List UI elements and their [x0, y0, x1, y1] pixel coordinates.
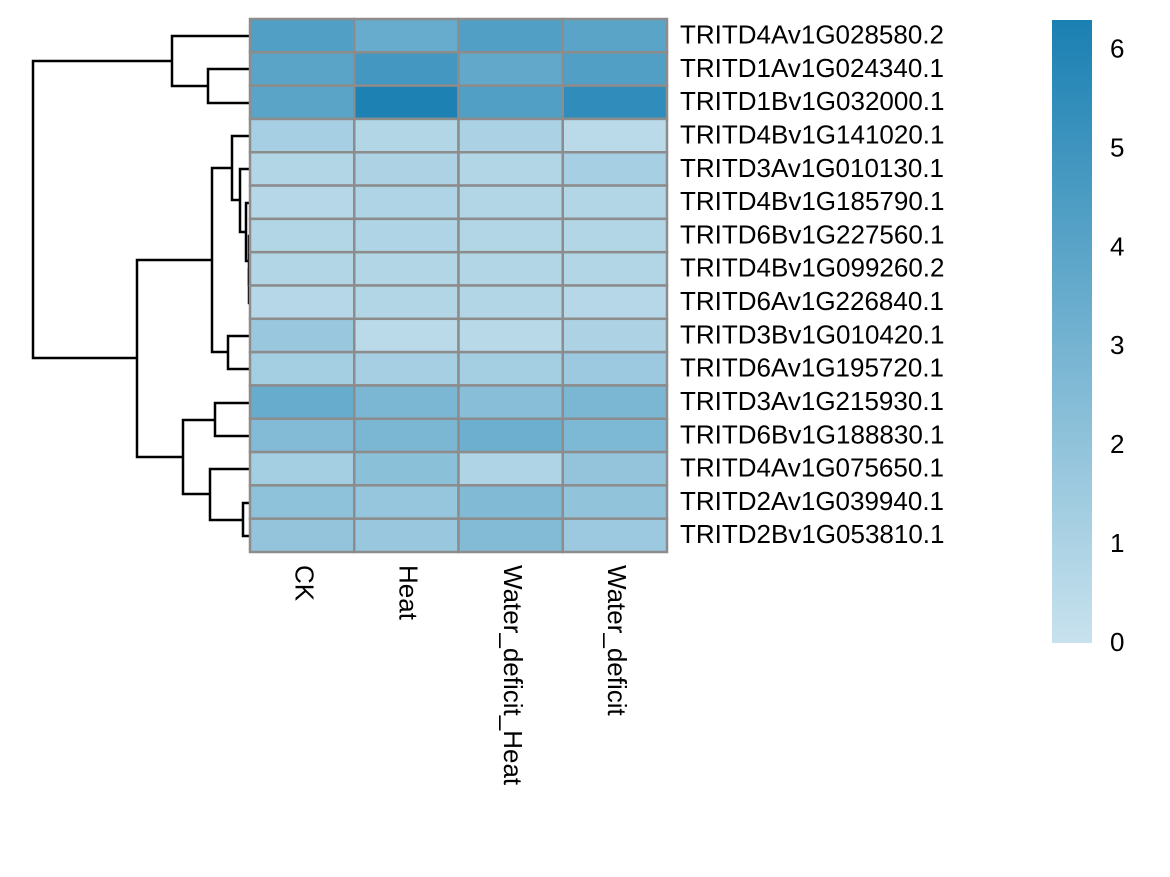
cell	[248, 450, 356, 487]
cell	[561, 217, 669, 254]
row-label: TRITD6Bv1G227560.1	[680, 219, 944, 249]
cell	[353, 284, 460, 321]
colorbar	[1052, 20, 1092, 643]
cell	[457, 184, 564, 221]
cell	[561, 517, 669, 554]
cell	[561, 417, 669, 454]
cell	[457, 117, 564, 154]
cell	[561, 84, 669, 121]
cell	[248, 51, 356, 87]
cell	[457, 84, 564, 121]
row-label: TRITD2Bv1G053810.1	[680, 519, 944, 549]
cell	[353, 417, 460, 454]
colorbar-tick-label: 2	[1110, 429, 1124, 459]
cell	[561, 484, 669, 520]
row-label: TRITD4Av1G075650.1	[680, 453, 944, 483]
column-label: CK	[289, 565, 319, 602]
cell	[248, 317, 356, 354]
cell	[353, 350, 460, 387]
cell	[457, 51, 564, 87]
cell	[353, 51, 460, 87]
cell	[457, 384, 564, 420]
cell	[248, 284, 356, 321]
row-label: TRITD4Av1G028580.2	[680, 20, 944, 50]
cell	[457, 284, 564, 321]
cell	[457, 484, 564, 520]
colorbar-tick-label: 5	[1110, 132, 1124, 162]
column-label: Water_deficit_Heat	[498, 565, 528, 786]
cell	[457, 417, 564, 454]
row-label: TRITD6Av1G226840.1	[680, 286, 944, 316]
cell	[561, 250, 669, 287]
row-label: TRITD4Bv1G141020.1	[680, 119, 944, 149]
cell	[248, 517, 356, 554]
cell	[457, 450, 564, 487]
cell	[248, 484, 356, 520]
cell	[353, 117, 460, 154]
cell	[353, 250, 460, 287]
row-label: TRITD2Av1G039940.1	[680, 486, 944, 516]
cell	[353, 184, 460, 221]
cell	[353, 151, 460, 187]
cell	[561, 17, 669, 54]
heatmap	[248, 17, 669, 554]
cell	[457, 17, 564, 54]
cell	[561, 284, 669, 321]
cell	[561, 384, 669, 420]
cell	[248, 384, 356, 420]
cell	[561, 350, 669, 387]
row-label: TRITD3Av1G215930.1	[680, 386, 944, 416]
cell	[353, 517, 460, 554]
cell	[353, 17, 460, 54]
cell	[353, 317, 460, 354]
cell	[457, 250, 564, 287]
column-label: Heat	[394, 565, 424, 621]
cell	[457, 350, 564, 387]
cell	[561, 151, 669, 187]
cell	[248, 350, 356, 387]
colorbar-tick-label: 0	[1110, 627, 1124, 657]
cell	[353, 384, 460, 420]
cell	[248, 117, 356, 154]
row-label: TRITD4Bv1G099260.2	[680, 253, 944, 283]
colorbar-tick-label: 1	[1110, 528, 1124, 558]
cell	[457, 517, 564, 554]
cell	[353, 484, 460, 520]
cell	[248, 184, 356, 221]
cell	[353, 84, 460, 121]
cell	[457, 217, 564, 254]
row-label: TRITD6Av1G195720.1	[680, 353, 944, 383]
row-label: TRITD1Av1G024340.1	[680, 53, 944, 83]
dendrogram	[31, 34, 251, 538]
cell	[561, 117, 669, 154]
column-label: Water_deficit	[602, 565, 632, 717]
cell	[561, 450, 669, 487]
cell	[248, 151, 356, 187]
row-label: TRITD4Bv1G185790.1	[680, 186, 944, 216]
row-label: TRITD3Bv1G010420.1	[680, 319, 944, 349]
colorbar-tick-label: 6	[1110, 34, 1124, 64]
cell	[457, 317, 564, 354]
cell	[561, 51, 669, 87]
cell	[248, 217, 356, 254]
cell	[457, 151, 564, 187]
cell	[353, 217, 460, 254]
row-label: TRITD6Bv1G188830.1	[680, 419, 944, 449]
row-label: TRITD1Bv1G032000.1	[680, 86, 944, 116]
colorbar-tick-label: 4	[1110, 231, 1124, 261]
cell	[248, 17, 356, 54]
colorbar-tick-label: 3	[1110, 330, 1124, 360]
cell	[248, 84, 356, 121]
cell	[248, 250, 356, 287]
cell	[248, 417, 356, 454]
row-label: TRITD3Av1G010130.1	[680, 153, 944, 183]
cell	[353, 450, 460, 487]
cell	[561, 184, 669, 221]
cell	[561, 317, 669, 354]
